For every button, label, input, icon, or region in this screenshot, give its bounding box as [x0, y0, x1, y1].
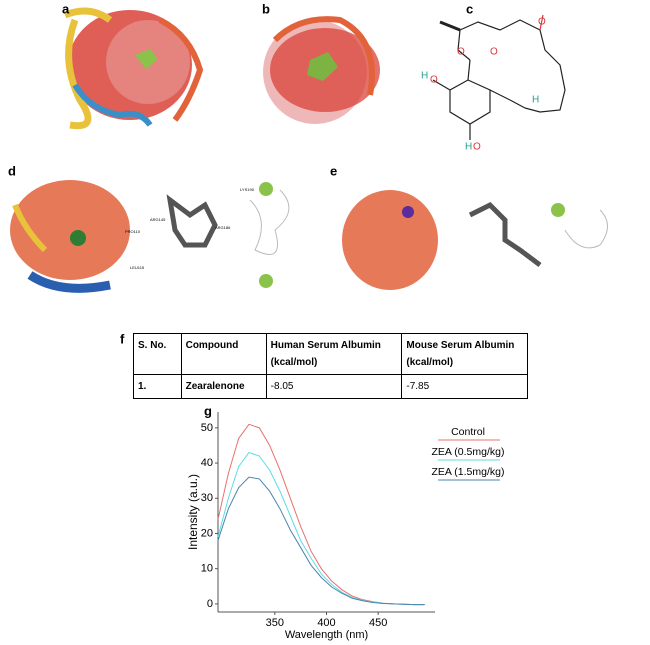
- panel-label: b: [262, 1, 270, 16]
- table-cell: 1.: [133, 374, 182, 399]
- table-cell: Mouse Serum Albumin (kcal/mol): [401, 333, 528, 375]
- series-line: [217, 476, 425, 606]
- table-cell: S. No.: [133, 333, 182, 375]
- table-row: S. No. Compound Human Serum Albumin (kcal/…: [133, 333, 528, 375]
- residue-label: LYS190: [240, 187, 255, 192]
- x-tick-label: 400: [317, 617, 335, 629]
- table-cell: -8.05: [265, 374, 403, 399]
- table-cell: Compound: [180, 333, 267, 375]
- atom-label: O: [457, 47, 465, 58]
- panel-label: d: [8, 163, 16, 178]
- atom-label: O: [490, 47, 498, 58]
- x-axis-label: Wavelength (nm): [285, 629, 368, 641]
- panel-label: g: [204, 403, 212, 418]
- panel-label: e: [330, 163, 337, 178]
- y-axis-label: Intensity (a.u.): [186, 474, 200, 550]
- atom-label: O: [538, 17, 546, 28]
- protein-d: [10, 180, 290, 293]
- molecule: [432, 14, 566, 140]
- residue-label: LEU115: [130, 265, 145, 270]
- x-tick-label: 450: [369, 617, 387, 629]
- atom-label: H: [421, 71, 428, 82]
- table-cell: Human Serum Albumin (kcal/mol): [265, 333, 403, 375]
- binding-table: S. No. Compound Human Serum Albumin (kcal/…: [133, 333, 528, 399]
- residue-label: PRO110: [125, 229, 141, 234]
- series-line: [217, 451, 425, 606]
- y-tick-label: 20: [201, 527, 213, 539]
- atom-label: H: [465, 142, 472, 153]
- protein-e: [342, 190, 608, 290]
- table-cell: -7.85: [401, 374, 528, 399]
- legend-label: ZEA (0.5mg/kg): [432, 446, 505, 458]
- atom-label: H: [532, 95, 539, 106]
- atom-label: O: [430, 75, 438, 86]
- legend-label: Control: [451, 426, 485, 438]
- y-tick-label: 0: [207, 598, 213, 610]
- panel-label: a: [62, 1, 70, 16]
- x-tick-label: 350: [266, 617, 284, 629]
- residue-label: ARG186: [215, 225, 231, 230]
- table-row: 1. Zearalenone -8.05 -7.85: [133, 374, 528, 399]
- y-tick-label: 50: [201, 422, 213, 434]
- panel-label: c: [466, 1, 473, 16]
- y-tick-label: 30: [201, 492, 213, 504]
- atom-label: O: [473, 142, 481, 153]
- protein-a: [63, 7, 204, 130]
- table-cell: Zearalenone: [180, 374, 267, 399]
- legend-label: ZEA (1.5mg/kg): [432, 466, 505, 478]
- protein-b: [263, 16, 380, 124]
- panel-label: f: [120, 331, 125, 346]
- y-tick-label: 40: [201, 457, 213, 469]
- residue-label: ARG145: [150, 217, 166, 222]
- y-tick-label: 10: [201, 563, 213, 575]
